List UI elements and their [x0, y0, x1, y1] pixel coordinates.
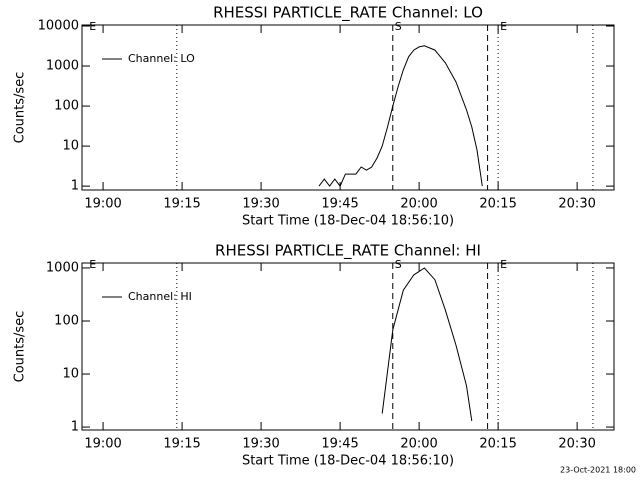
footer: 23-Oct-2021 18:00 [560, 466, 636, 475]
x-tick-label: 20:30 [558, 437, 595, 452]
y-tick-label: 100 [54, 99, 79, 114]
y-tick-label: 10 [62, 367, 79, 382]
x-tick-label: 20:00 [400, 197, 437, 212]
marker-label: E [89, 20, 96, 33]
plot-frame [81, 24, 615, 191]
marker-label: E [500, 20, 507, 33]
x-tick-label: 19:30 [242, 437, 279, 452]
y-axis-label: Counts/sec [13, 311, 28, 383]
x-axis-label: Start Time (18-Dec-04 18:56:10) [242, 214, 454, 229]
plot-frame [81, 262, 615, 431]
legend-label: Channel: LO [128, 52, 195, 65]
x-tick-label: 19:00 [84, 197, 121, 212]
y-tick-label: 1 [71, 420, 79, 435]
marker-label: E [500, 258, 507, 271]
x-tick-label: 19:45 [321, 437, 358, 452]
y-axis-label: Counts/sec [13, 72, 28, 144]
marker-label: E [89, 258, 96, 271]
legend-label: Channel: HI [128, 290, 192, 303]
y-tick-label: 100 [54, 313, 79, 328]
x-tick-label: 20:15 [479, 437, 516, 452]
x-tick-label: 19:15 [163, 437, 200, 452]
chart-title: RHESSI PARTICLE_RATE Channel: HI [215, 242, 481, 261]
y-tick-label: 1000 [46, 260, 79, 275]
x-axis-label: Start Time (18-Dec-04 18:56:10) [242, 454, 454, 469]
y-tick-label: 1000 [46, 59, 79, 74]
chart-title: RHESSI PARTICLE_RATE Channel: LO [213, 4, 483, 23]
x-tick-label: 19:30 [242, 197, 279, 212]
marker-label: S [395, 258, 402, 271]
x-tick-label: 19:45 [321, 197, 358, 212]
y-tick-label: 10000 [38, 19, 79, 34]
data-line [381, 267, 473, 422]
marker-label: S [395, 20, 402, 33]
x-tick-label: 19:00 [84, 437, 121, 452]
y-tick-label: 10 [62, 139, 79, 154]
x-tick-label: 20:30 [558, 197, 595, 212]
y-tick-label: 1 [71, 179, 79, 194]
x-tick-label: 20:00 [400, 437, 437, 452]
x-tick-label: 19:15 [163, 197, 200, 212]
data-line [318, 45, 483, 188]
x-tick-label: 20:15 [479, 197, 516, 212]
